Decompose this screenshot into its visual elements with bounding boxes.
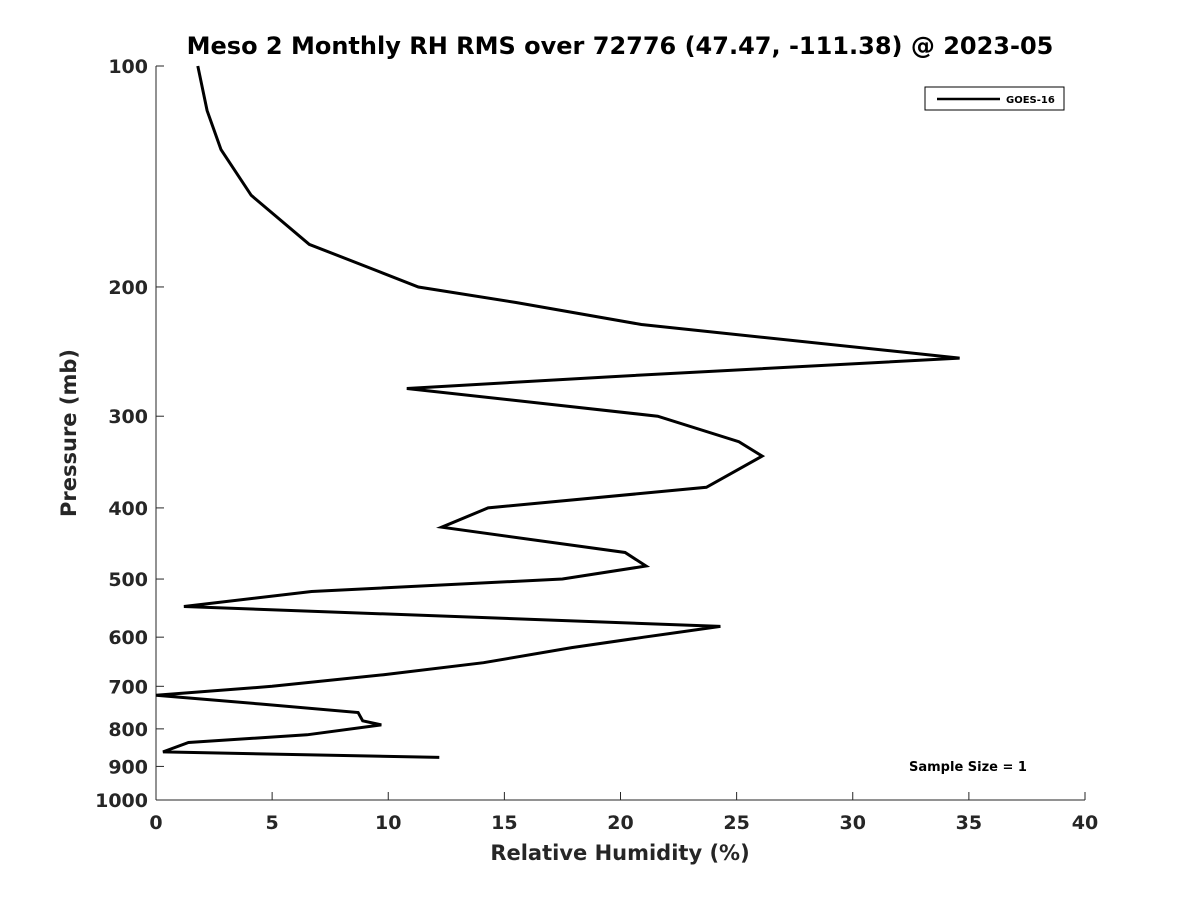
y-tick-label: 800 — [108, 719, 148, 741]
x-axis-label: Relative Humidity (%) — [490, 841, 749, 865]
y-tick-label: 700 — [108, 676, 148, 698]
y-tick-label: 400 — [108, 498, 148, 520]
y-tick-label: 500 — [108, 569, 148, 591]
chart-title: Meso 2 Monthly RH RMS over 72776 (47.47,… — [187, 32, 1054, 60]
y-axis-ticks: 100 200 300 400 500 600 700 800 900 1000 — [95, 56, 164, 812]
y-tick-label: 900 — [108, 756, 148, 778]
x-tick-label: 5 — [266, 812, 279, 834]
x-tick-label: 35 — [956, 812, 982, 834]
x-tick-label: 40 — [1072, 812, 1098, 834]
x-tick-label: 25 — [723, 812, 749, 834]
y-tick-label: 200 — [108, 277, 148, 299]
y-tick-label: 1000 — [95, 790, 148, 812]
x-tick-label: 15 — [491, 812, 517, 834]
x-tick-label: 20 — [607, 812, 633, 834]
legend: GOES-16 — [924, 86, 1065, 111]
legend-label-goes-16: GOES-16 — [1006, 95, 1055, 106]
x-tick-label: 10 — [375, 812, 401, 834]
plot-area — [155, 66, 1085, 801]
series-layer — [155, 65, 960, 759]
x-tick-label: 0 — [149, 812, 162, 834]
y-tick-label: 600 — [108, 627, 148, 649]
series-line-goes-16 — [155, 65, 960, 759]
x-tick-label: 30 — [840, 812, 866, 834]
x-axis-ticks: 0 5 10 15 20 25 30 35 40 — [149, 792, 1098, 834]
y-tick-label: 100 — [108, 56, 148, 78]
y-axis-label: Pressure (mb) — [57, 349, 81, 517]
y-tick-label: 300 — [108, 406, 148, 428]
sample-size-annotation: Sample Size = 1 — [909, 760, 1027, 775]
